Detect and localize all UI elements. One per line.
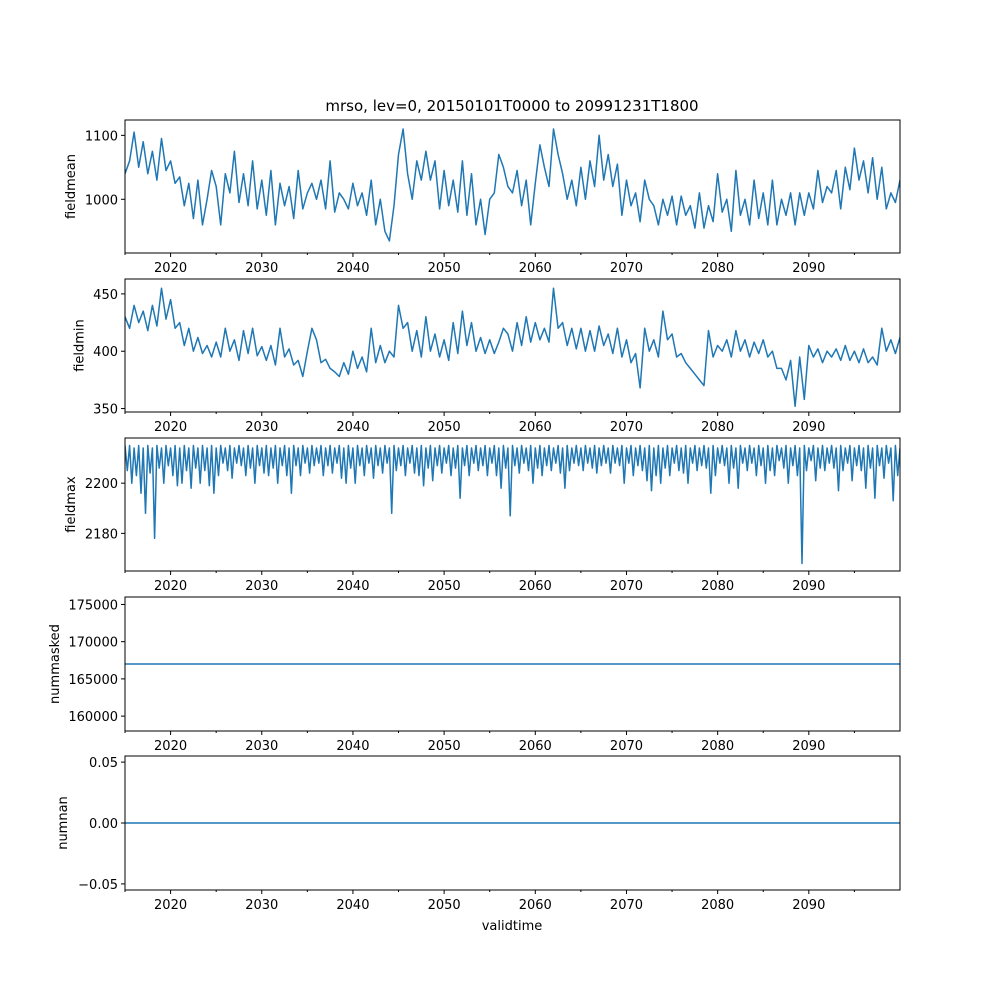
y-tick-label: 170000 — [68, 636, 118, 651]
x-tick-label: 2050 — [428, 579, 461, 594]
axes-frame — [124, 596, 901, 732]
panel-nummasked: 2020 2030 2040 2050 2060 2070 2080 2090 160000 16… — [48, 596, 901, 754]
y-tick-label: 450 — [93, 288, 118, 303]
x-tick-label: 2060 — [519, 579, 552, 594]
x-tick-label: 2020 — [154, 579, 187, 594]
x-tick-label: 2060 — [519, 739, 552, 754]
x-tick-label: 2090 — [792, 261, 825, 276]
y-tick-label: 160000 — [68, 710, 118, 725]
y-axis-label: fieldmin — [72, 319, 87, 372]
panel-fieldmax: 2020 2030 2040 2050 2060 2070 2080 2090 2180 2200… — [64, 437, 901, 594]
x-tick-label: 2050 — [428, 261, 461, 276]
y-tick-label: 0.05 — [89, 756, 118, 771]
x-tick-label: 2080 — [701, 261, 734, 276]
y-tick-label: −0.05 — [78, 878, 118, 893]
series-line-fieldmin — [125, 287, 900, 408]
x-tick-label: 2070 — [610, 739, 643, 754]
x-tick-label: 2090 — [792, 739, 825, 754]
x-tick-label: 2050 — [428, 898, 461, 913]
x-tick-label: 2030 — [245, 739, 278, 754]
panel-fieldmin: 2020 2030 2040 2050 2060 2070 2080 2090 350 400 45… — [72, 278, 901, 435]
x-tick-label: 2050 — [428, 739, 461, 754]
x-tick-label: 2080 — [701, 579, 734, 594]
y-tick-label: 2200 — [85, 477, 118, 492]
x-tick-label: 2060 — [519, 261, 552, 276]
series-line-fieldmax — [125, 444, 900, 565]
x-tick-label: 2070 — [610, 261, 643, 276]
x-tick-label: 2060 — [519, 420, 552, 435]
x-axis-label: validtime — [482, 919, 543, 934]
x-tick-label: 2040 — [336, 898, 369, 913]
x-tick-label: 2070 — [610, 420, 643, 435]
x-tick-label: 2090 — [792, 579, 825, 594]
y-axis-label: nummasked — [48, 624, 63, 704]
x-tick-label: 2070 — [610, 898, 643, 913]
x-tick-label: 2040 — [336, 739, 369, 754]
y-axis-label: fieldmean — [64, 154, 79, 219]
x-tick-label: 2030 — [245, 420, 278, 435]
x-tick-label: 2020 — [154, 739, 187, 754]
x-tick-label: 2080 — [701, 420, 734, 435]
y-tick-label: 1100 — [85, 129, 118, 144]
x-tick-label: 2040 — [336, 579, 369, 594]
y-tick-label: 1000 — [85, 193, 118, 208]
x-tick-label: 2050 — [428, 420, 461, 435]
series-line-fieldmean — [125, 128, 900, 242]
x-tick-label: 2060 — [519, 898, 552, 913]
x-tick-label: 2070 — [610, 579, 643, 594]
y-axis-label: fieldmax — [64, 476, 79, 533]
axes-frame — [124, 119, 901, 254]
x-tick-label: 2040 — [336, 261, 369, 276]
x-tick-label: 2090 — [792, 898, 825, 913]
y-axis-label: numnan — [56, 796, 71, 850]
x-tick-label: 2080 — [701, 739, 734, 754]
x-tick-label: 2020 — [154, 420, 187, 435]
axes-frame — [124, 278, 901, 413]
panel-numnan: 2020 2030 2040 2050 2060 2070 2080 2090 −0.05 0.0… — [56, 755, 901, 913]
y-tick-label: 400 — [93, 345, 118, 360]
y-tick-label: 2180 — [85, 527, 118, 542]
x-tick-label: 2020 — [154, 261, 187, 276]
x-tick-label: 2040 — [336, 420, 369, 435]
y-tick-label: 175000 — [68, 598, 118, 613]
panel-fieldmean: 2020 2030 2040 2050 2060 2070 2080 2090 1000 1100… — [64, 119, 901, 276]
x-tick-label: 2020 — [154, 898, 187, 913]
x-tick-label: 2030 — [245, 579, 278, 594]
x-tick-label: 2030 — [245, 261, 278, 276]
x-tick-label: 2090 — [792, 420, 825, 435]
x-tick-label: 2080 — [701, 898, 734, 913]
y-tick-label: 350 — [93, 403, 118, 418]
axes-frame — [124, 437, 901, 572]
x-tick-label: 2030 — [245, 898, 278, 913]
y-tick-label: 165000 — [68, 673, 118, 688]
chart-title: mrso, lev=0, 20150101T0000 to 20991231T1… — [325, 97, 698, 115]
y-tick-label: 0.00 — [89, 817, 118, 832]
